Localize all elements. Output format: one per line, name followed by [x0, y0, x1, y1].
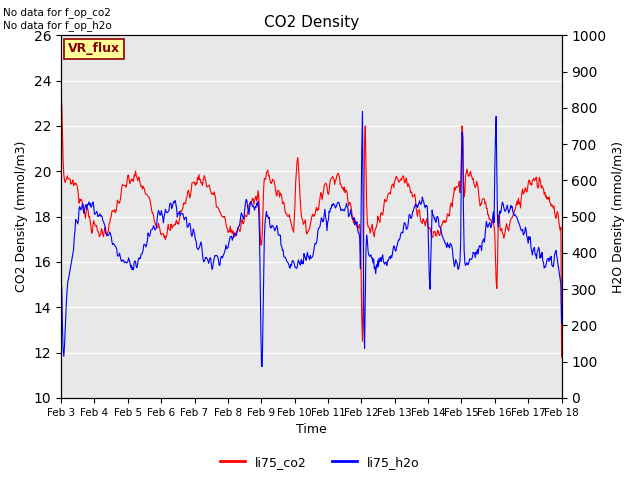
- X-axis label: Time: Time: [296, 423, 326, 436]
- Y-axis label: CO2 Density (mmol/m3): CO2 Density (mmol/m3): [15, 141, 28, 292]
- Y-axis label: H2O Density (mmol/m3): H2O Density (mmol/m3): [612, 141, 625, 293]
- Text: No data for f_op_co2
No data for f_op_h2o: No data for f_op_co2 No data for f_op_h2…: [3, 7, 112, 31]
- Text: VR_flux: VR_flux: [68, 42, 120, 55]
- Title: CO2 Density: CO2 Density: [264, 15, 359, 30]
- Legend: li75_co2, li75_h2o: li75_co2, li75_h2o: [215, 451, 425, 474]
